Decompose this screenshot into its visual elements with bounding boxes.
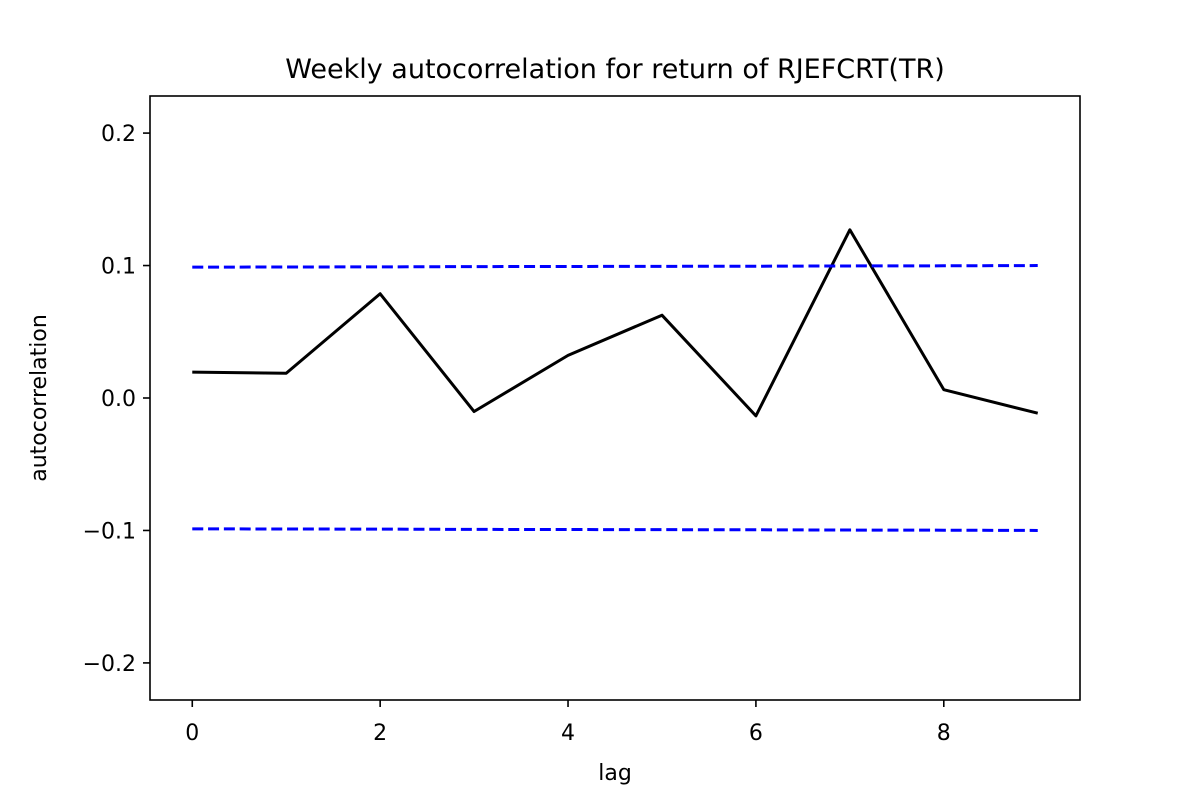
y-axis-label: autocorrelation bbox=[27, 314, 52, 482]
autocorrelation-line bbox=[192, 228, 1039, 418]
y-tick-label: 0.2 bbox=[101, 122, 136, 147]
x-tick-label: 0 bbox=[185, 721, 199, 746]
plot-area bbox=[192, 228, 1039, 532]
y-tick-label: −0.2 bbox=[83, 652, 136, 677]
upper-confidence-bound-line bbox=[192, 264, 1038, 269]
x-tick-label: 8 bbox=[937, 721, 951, 746]
x-axis: 0 2 4 6 8 bbox=[185, 700, 951, 746]
chart-title: Weekly autocorrelation for return of RJE… bbox=[285, 54, 944, 85]
lower-confidence-bound-line bbox=[192, 527, 1038, 532]
y-axis: 0.2 0.1 0.0 −0.1 −0.2 bbox=[83, 122, 150, 677]
x-axis-label: lag bbox=[598, 761, 632, 786]
y-tick-label: 0.1 bbox=[101, 255, 136, 280]
y-tick-label: 0.0 bbox=[101, 387, 136, 412]
y-tick-label: −0.1 bbox=[83, 519, 136, 544]
x-tick-label: 6 bbox=[749, 721, 763, 746]
plot-frame bbox=[149, 95, 1081, 701]
x-tick-label: 2 bbox=[373, 721, 387, 746]
x-tick-label: 4 bbox=[561, 721, 575, 746]
